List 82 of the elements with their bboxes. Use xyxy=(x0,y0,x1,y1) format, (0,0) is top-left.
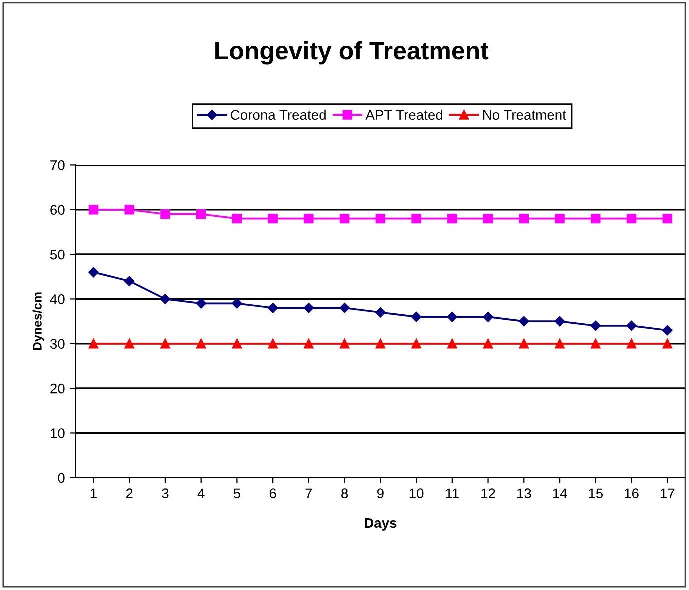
point xyxy=(555,339,565,349)
point xyxy=(662,339,672,349)
point xyxy=(447,312,458,322)
point xyxy=(590,320,601,332)
point xyxy=(160,209,170,220)
point xyxy=(411,312,422,322)
x-tick-label: 16 xyxy=(625,488,639,499)
y-axis-title: Dynes/cm xyxy=(32,292,44,350)
point xyxy=(626,320,637,332)
point xyxy=(340,303,350,314)
point xyxy=(268,214,278,224)
x-tick-label: 13 xyxy=(517,488,532,499)
point xyxy=(304,339,314,349)
point xyxy=(376,308,386,318)
legend-label: Corona Treated xyxy=(231,110,326,120)
legend-label: APT Treated xyxy=(366,110,443,120)
point xyxy=(124,339,134,349)
x-tick-label: 4 xyxy=(198,488,205,498)
y-tick-label: 70 xyxy=(50,160,65,170)
x-tick-label: 10 xyxy=(410,488,424,499)
x-tick-label: 9 xyxy=(377,488,384,499)
point xyxy=(662,214,672,224)
y-tick-label: 50 xyxy=(50,250,65,260)
y-tick-label: 20 xyxy=(50,384,65,394)
point xyxy=(88,267,99,278)
point xyxy=(232,298,242,309)
point xyxy=(448,214,458,224)
point xyxy=(196,209,206,220)
x-tick-label: 7 xyxy=(306,488,312,498)
point xyxy=(519,214,530,224)
x-tick-label: 12 xyxy=(482,488,496,498)
legend-label: No Treatment xyxy=(483,110,566,120)
y-tick-label: 10 xyxy=(50,428,65,438)
y-tick-label: 30 xyxy=(50,339,65,350)
point xyxy=(160,294,171,304)
point xyxy=(591,339,601,349)
point xyxy=(232,214,242,224)
point xyxy=(376,339,386,349)
point xyxy=(340,339,350,349)
point xyxy=(124,276,135,286)
point xyxy=(412,214,422,224)
y-tick-label: 0 xyxy=(58,473,65,484)
point xyxy=(591,214,601,224)
point xyxy=(483,339,494,349)
point xyxy=(304,214,314,224)
point xyxy=(519,339,530,349)
x-tick-label: 2 xyxy=(126,488,133,498)
point xyxy=(160,339,170,349)
x-tick-label: 5 xyxy=(234,488,240,499)
y-tick-label: 60 xyxy=(50,205,65,216)
y-tick-label: 40 xyxy=(50,294,65,304)
point xyxy=(483,214,494,224)
point xyxy=(124,205,134,215)
point xyxy=(555,214,565,224)
chart-title: Longevity of Treatment xyxy=(216,41,489,65)
point xyxy=(268,339,278,349)
point xyxy=(88,339,99,349)
x-tick-label: 3 xyxy=(162,488,169,499)
point xyxy=(554,316,566,327)
point xyxy=(376,214,386,224)
x-tick-label: 1 xyxy=(90,488,97,498)
point xyxy=(232,339,242,349)
x-tick-label: 6 xyxy=(270,488,276,499)
point xyxy=(196,339,206,349)
x-tick-label: 11 xyxy=(446,488,459,498)
x-tick-label: 8 xyxy=(342,488,348,499)
point xyxy=(196,298,206,309)
point xyxy=(519,316,530,327)
x-axis-title: Days xyxy=(365,518,397,531)
point xyxy=(662,325,673,336)
x-tick-label: 14 xyxy=(553,488,568,498)
point xyxy=(412,339,422,349)
point xyxy=(304,303,314,314)
point xyxy=(268,303,278,314)
x-tick-label: 17 xyxy=(660,488,675,498)
point xyxy=(340,214,350,224)
point xyxy=(88,205,99,215)
x-tick-label: 15 xyxy=(589,488,604,499)
point xyxy=(626,339,637,349)
point xyxy=(483,312,494,322)
point xyxy=(448,339,458,349)
point xyxy=(626,214,637,224)
